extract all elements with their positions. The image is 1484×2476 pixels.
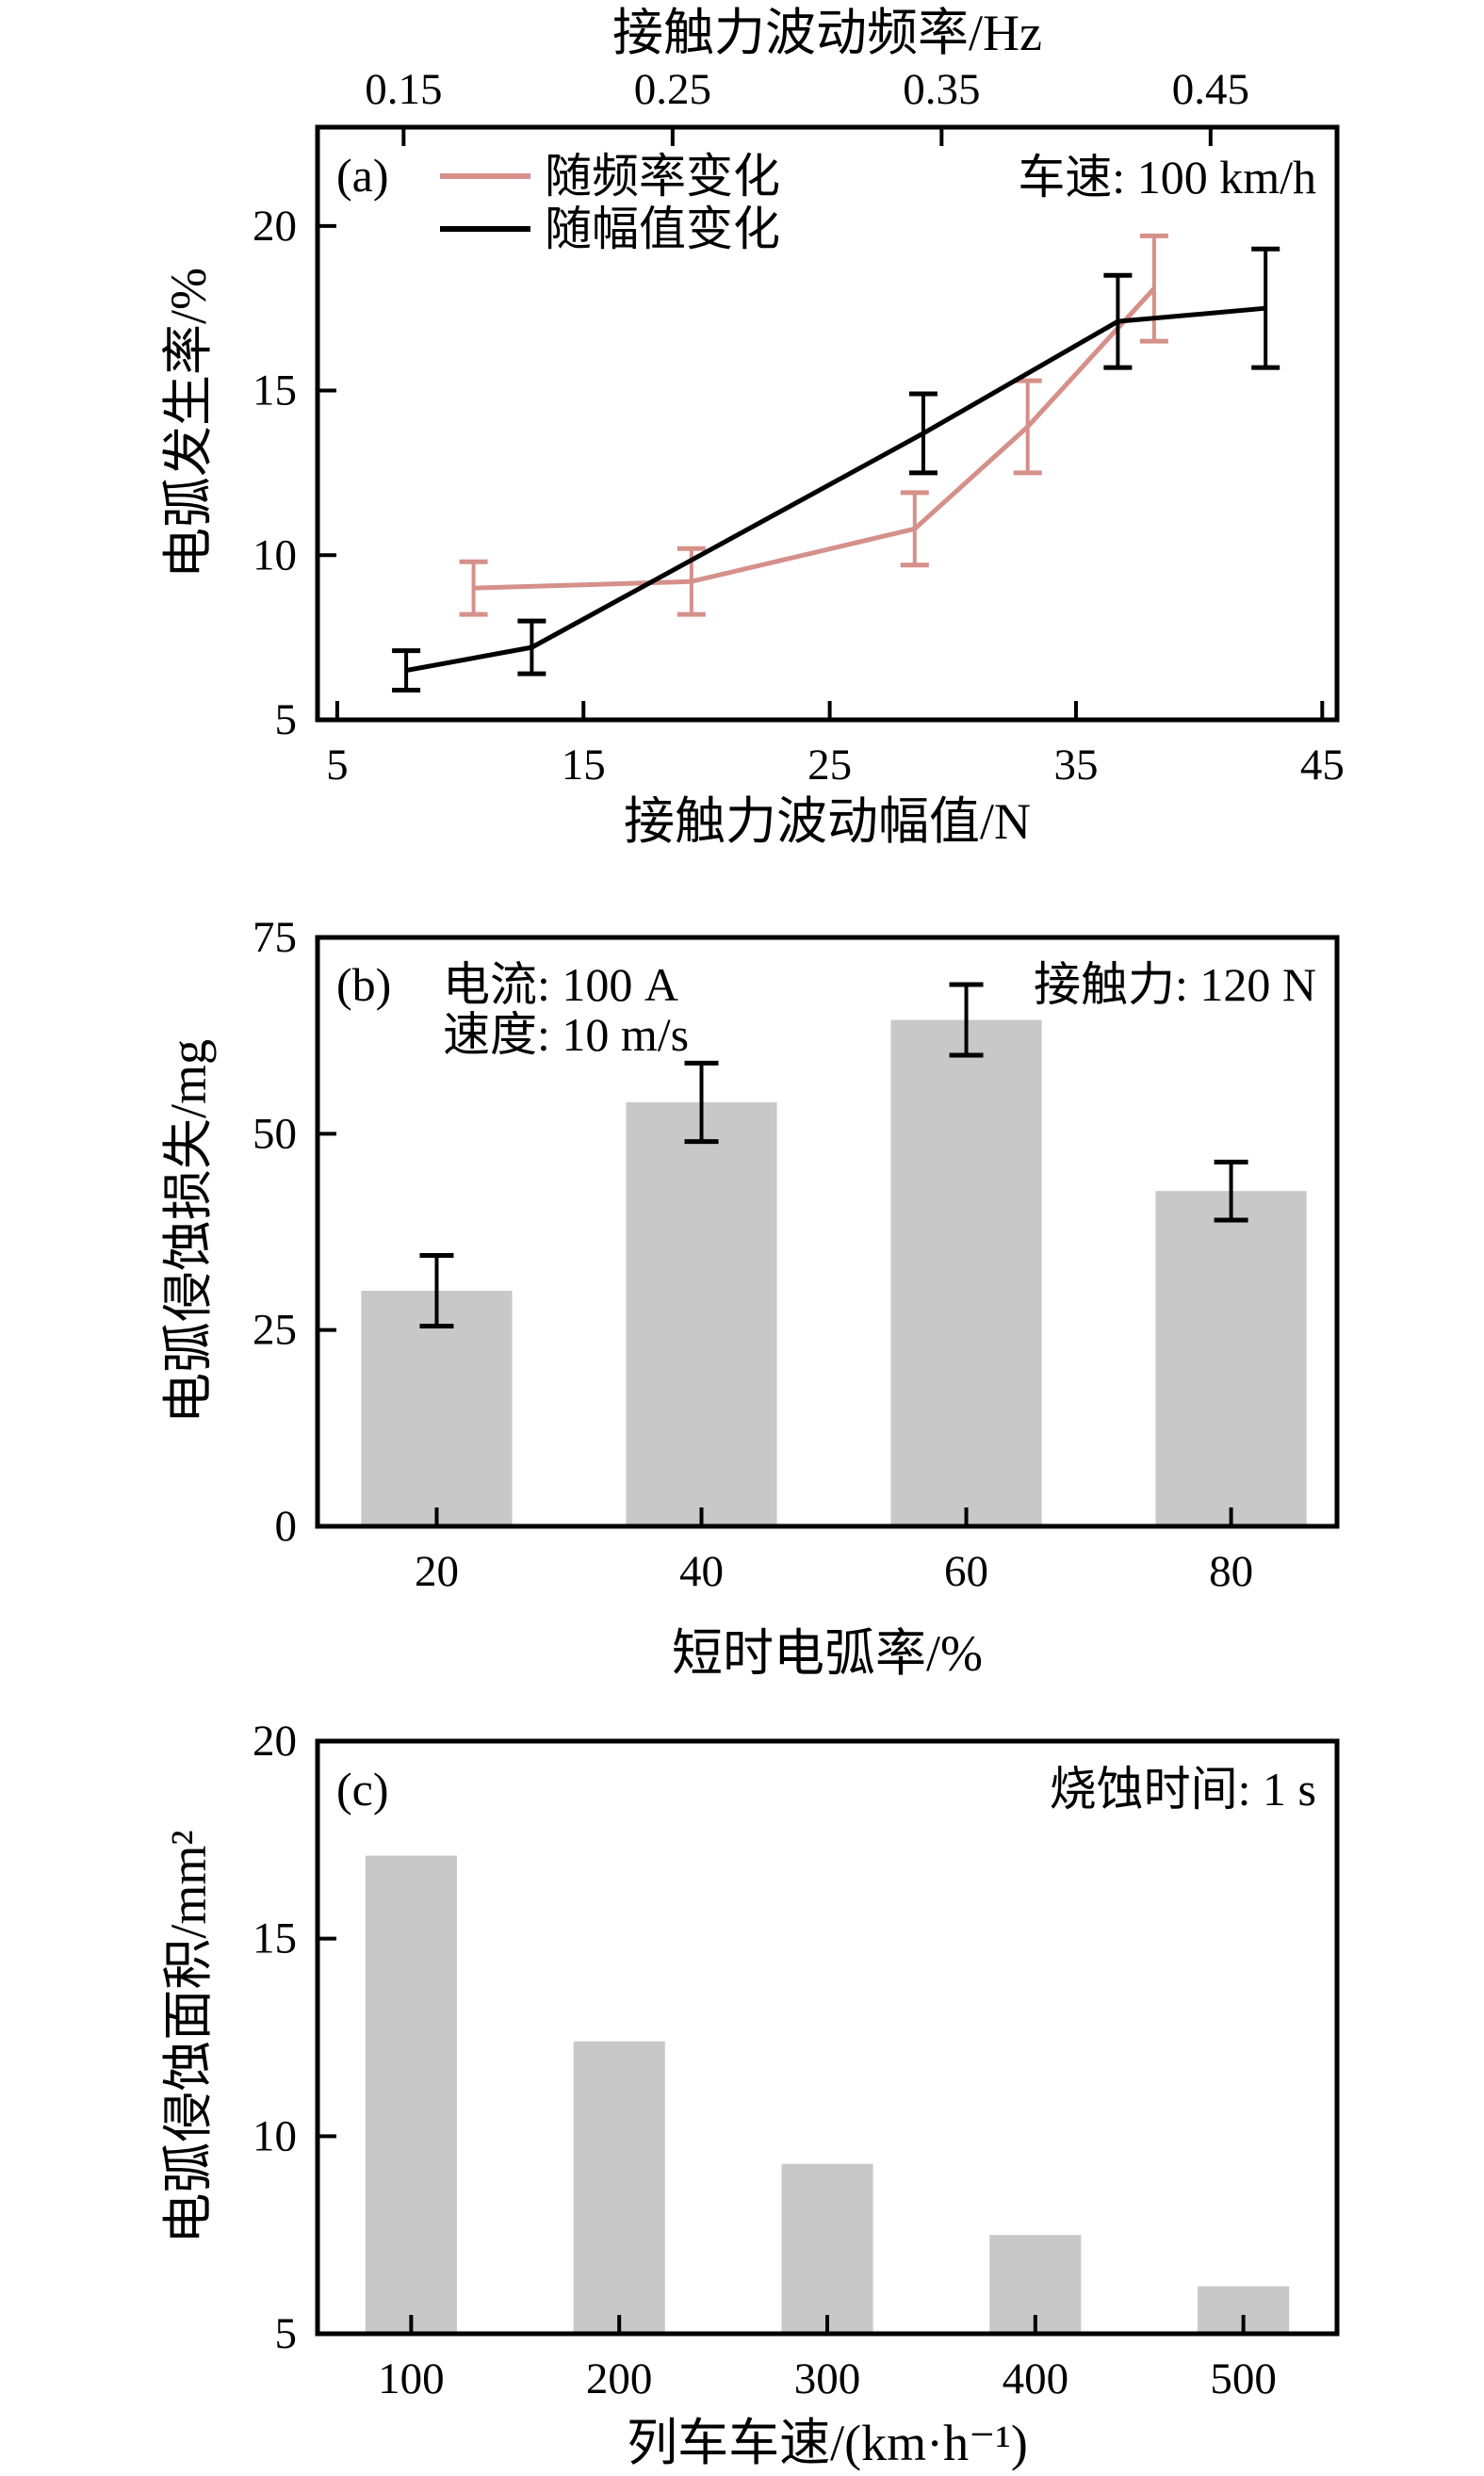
bar-c-200 bbox=[573, 2041, 665, 2334]
y-tick-label: 50 bbox=[253, 1109, 297, 1158]
x-tick-label: 80 bbox=[1209, 1547, 1253, 1596]
y-tick-label: 75 bbox=[253, 913, 297, 962]
bar-c-300 bbox=[781, 2163, 873, 2334]
y-tick-label: 20 bbox=[253, 1717, 297, 1766]
x-axis-title-a: 接触力波动幅值/N bbox=[624, 793, 1031, 850]
bar-b-20 bbox=[361, 1291, 513, 1526]
y-tick-label: 20 bbox=[253, 202, 297, 251]
x-tick-label: 60 bbox=[944, 1547, 988, 1596]
y-tick-label: 10 bbox=[253, 2111, 297, 2160]
x-tick-label: 500 bbox=[1210, 2354, 1277, 2403]
annotation-time-c: 烧蚀时间: 1 s bbox=[1049, 1763, 1316, 1816]
bar-b-60 bbox=[890, 1019, 1042, 1526]
top-tick-label: 0.25 bbox=[634, 65, 711, 114]
top-axis-title-a: 接触力波动频率/Hz bbox=[612, 5, 1042, 61]
legend-line-frequency bbox=[440, 173, 530, 179]
x-tick-label: 5 bbox=[326, 741, 349, 790]
y-tick-label: 5 bbox=[275, 695, 298, 744]
x-tick-label: 400 bbox=[1003, 2354, 1069, 2403]
legend-line-amplitude bbox=[440, 226, 530, 232]
y-axis-title-a: 电弧发生率/% bbox=[160, 268, 217, 578]
x-tick-label: 20 bbox=[415, 1547, 459, 1596]
y-tick-label: 15 bbox=[253, 1914, 297, 1963]
annotation-current-b: 电流: 100 A bbox=[443, 958, 678, 1011]
y-axis-title-c: 电弧侵蚀面积/mm² bbox=[160, 1830, 217, 2244]
annotation-speed-b: 速度: 10 m/s bbox=[443, 1008, 690, 1061]
top-tick-label: 0.15 bbox=[365, 65, 442, 114]
y-tick-label: 25 bbox=[253, 1306, 297, 1355]
x-tick-label: 100 bbox=[378, 2354, 445, 2403]
annotation-force-b: 接触力: 120 N bbox=[1034, 958, 1316, 1011]
series-line-随幅值变化 bbox=[405, 305, 1266, 674]
series-line-随频率变化 bbox=[473, 286, 1156, 591]
x-tick-label: 200 bbox=[586, 2354, 653, 2403]
y-axis-title-b: 电弧侵蚀损失/mg bbox=[160, 1039, 217, 1425]
plot-box-b bbox=[315, 935, 1340, 1529]
y-tick-label: 10 bbox=[253, 530, 297, 579]
annotation-speed-a: 车速: 100 km/h bbox=[1018, 151, 1316, 204]
bar-b-40 bbox=[626, 1102, 777, 1526]
bar-c-100 bbox=[365, 1855, 457, 2334]
top-tick-label: 0.45 bbox=[1172, 65, 1249, 114]
x-tick-label: 45 bbox=[1300, 741, 1345, 790]
x-tick-label: 40 bbox=[679, 1547, 724, 1596]
bar-b-80 bbox=[1155, 1191, 1307, 1526]
panel-label-c: (c) bbox=[336, 1763, 389, 1816]
x-axis-title-c: 列车车速/(km·h⁻¹) bbox=[627, 2415, 1028, 2471]
panel-label-b: (b) bbox=[336, 958, 392, 1011]
x-tick-label: 15 bbox=[562, 741, 606, 790]
x-axis-title-b: 短时电弧率/% bbox=[672, 1625, 983, 1682]
legend-label-amplitude: 随幅值变化 bbox=[545, 203, 780, 255]
x-tick-label: 25 bbox=[807, 741, 852, 790]
y-tick-label: 0 bbox=[275, 1502, 298, 1551]
y-tick-label: 15 bbox=[253, 367, 297, 415]
x-tick-label: 300 bbox=[794, 2354, 861, 2403]
plot-box-a bbox=[315, 124, 1340, 723]
x-tick-label: 35 bbox=[1053, 741, 1098, 790]
top-tick-label: 0.35 bbox=[903, 65, 980, 114]
panel-label-a: (a) bbox=[336, 149, 389, 202]
y-tick-label: 5 bbox=[275, 2309, 298, 2358]
legend-label-frequency: 随频率变化 bbox=[545, 150, 780, 203]
